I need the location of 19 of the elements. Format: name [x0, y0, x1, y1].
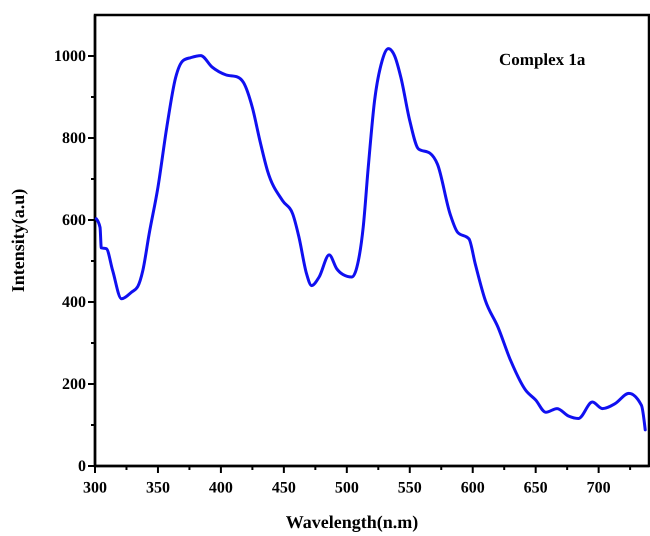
y-axis-title: Intensity(a.u) [8, 188, 28, 292]
x-axis-title: Wavelength(n.m) [286, 512, 418, 532]
x-tick-label: 350 [146, 480, 170, 497]
x-tick-label: 650 [524, 480, 548, 497]
x-tick-label: 500 [334, 480, 359, 497]
x-tick-label: 550 [398, 480, 422, 497]
x-tick-label: 300 [83, 480, 107, 497]
y-tick-label: 400 [62, 294, 86, 312]
x-tick-label: 450 [272, 480, 296, 497]
annotation: Complex 1a [499, 50, 586, 69]
y-tick-label: 600 [62, 212, 86, 230]
y-tick-label: 1000 [54, 48, 86, 66]
y-tick-label: 0 [78, 458, 86, 476]
line-series [94, 47, 647, 432]
x-tick-label: 700 [586, 480, 611, 497]
y-tick-label: 800 [62, 130, 86, 148]
y-tick-label: 200 [62, 376, 86, 394]
x-tick-label: 600 [460, 480, 485, 497]
x-tick-label: 400 [208, 480, 233, 497]
